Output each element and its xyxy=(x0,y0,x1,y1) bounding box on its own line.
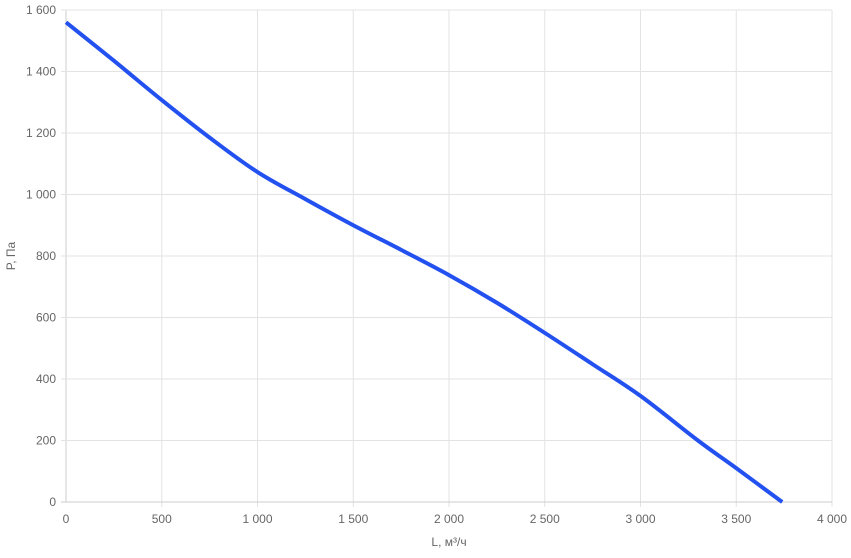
grid xyxy=(61,9,833,507)
y-axis-label: P, Па xyxy=(4,241,18,270)
x-axis-ticks: 0 500 1 000 1 500 2 000 2 500 3 000 3 500 4 000 xyxy=(63,512,848,526)
x-tick-label: 2 500 xyxy=(530,512,560,526)
y-axis-ticks: 0 200 400 600 800 1 000 1 200 1 400 1 600 xyxy=(26,3,56,509)
x-axis-label: L, м³/ч xyxy=(431,535,466,549)
x-tick-label: 3 500 xyxy=(721,512,751,526)
y-tick-label: 1 400 xyxy=(26,65,56,79)
series-line xyxy=(64,20,784,504)
x-tick-label: 1 000 xyxy=(242,512,272,526)
y-tick-label: 1 600 xyxy=(26,3,56,17)
y-tick-label: 400 xyxy=(36,372,56,386)
y-tick-label: 800 xyxy=(36,249,56,263)
x-tick-label: 500 xyxy=(152,512,172,526)
x-tick-label: 1 500 xyxy=(338,512,368,526)
x-tick-label: 3 000 xyxy=(625,512,655,526)
x-tick-label: 4 000 xyxy=(817,512,847,526)
y-tick-label: 0 xyxy=(49,495,56,509)
y-tick-label: 600 xyxy=(36,311,56,325)
y-tick-label: 200 xyxy=(36,434,56,448)
x-tick-label: 0 xyxy=(63,512,70,526)
series-group xyxy=(64,20,784,504)
y-tick-label: 1 000 xyxy=(26,188,56,202)
x-tick-label: 2 000 xyxy=(434,512,464,526)
y-tick-label: 1 200 xyxy=(26,126,56,140)
